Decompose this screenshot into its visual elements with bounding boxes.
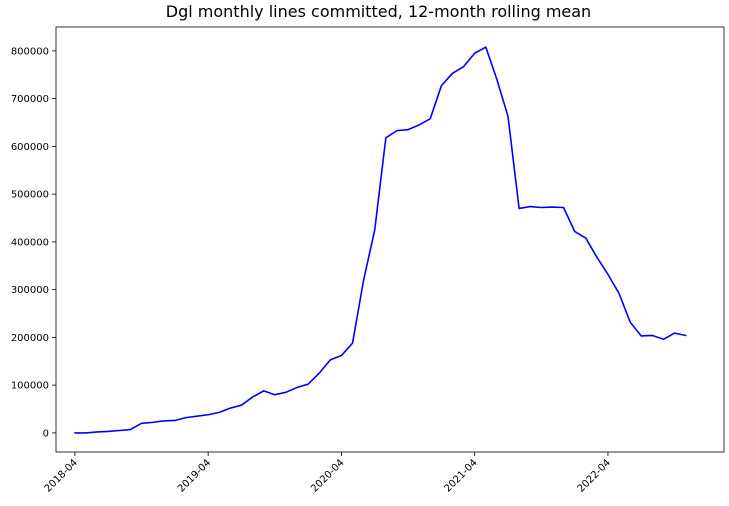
data-point	[474, 52, 476, 54]
data-point	[596, 256, 598, 258]
data-point	[396, 130, 398, 132]
data-point	[629, 321, 631, 323]
data-point	[163, 420, 165, 422]
data-point	[185, 417, 187, 419]
data-point	[485, 46, 487, 48]
chart-title: Dgl monthly lines committed, 12-month ro…	[166, 2, 591, 21]
data-point	[229, 407, 231, 409]
x-tick-label: 2019-04	[176, 457, 213, 494]
data-point	[374, 229, 376, 231]
data-point	[118, 430, 120, 432]
data-point	[463, 66, 465, 68]
data-point	[96, 431, 98, 433]
y-tick-label: 800000	[11, 46, 49, 57]
data-point	[329, 359, 331, 361]
x-tick-label: 2022-04	[576, 457, 613, 494]
data-point	[418, 124, 420, 126]
data-point	[552, 206, 554, 208]
data-point	[174, 420, 176, 422]
data-point	[640, 335, 642, 337]
data-point	[685, 335, 687, 337]
y-tick-label: 100000	[11, 381, 49, 392]
data-point	[429, 118, 431, 120]
data-point	[496, 79, 498, 81]
data-point	[618, 293, 620, 295]
data-point	[130, 429, 132, 431]
data-point	[529, 206, 531, 208]
data-point	[452, 72, 454, 74]
data-point	[674, 332, 676, 334]
data-point	[207, 414, 209, 416]
data-point	[518, 208, 520, 210]
x-tick-label: 2018-04	[43, 457, 80, 494]
data-point	[307, 383, 309, 385]
data-point	[363, 279, 365, 281]
x-axis: 2018-04 2019-04 2020-04 2021-04 2022-04	[43, 452, 613, 495]
y-tick-label: 0	[43, 428, 49, 439]
series-line	[74, 46, 687, 434]
data-point	[152, 421, 154, 423]
data-point	[440, 85, 442, 87]
data-point	[107, 431, 109, 433]
data-point	[252, 396, 254, 398]
data-point	[507, 115, 509, 117]
y-tick-label: 600000	[11, 142, 49, 153]
data-point	[285, 391, 287, 393]
data-point	[607, 273, 609, 275]
data-point	[263, 390, 265, 392]
x-tick-label: 2020-04	[309, 457, 346, 494]
data-point	[352, 342, 354, 344]
data-point	[218, 411, 220, 413]
data-point	[74, 432, 76, 434]
y-axis: 0 100000 200000 300000 400000 500000 600000 700…	[11, 46, 56, 439]
data-point	[563, 207, 565, 209]
y-tick-label: 700000	[11, 94, 49, 105]
data-point	[85, 432, 87, 434]
data-point	[651, 335, 653, 337]
y-tick-label: 300000	[11, 285, 49, 296]
y-tick-label: 400000	[11, 237, 49, 248]
data-point	[196, 415, 198, 417]
plot-area	[55, 26, 725, 453]
x-tick-label: 2021-04	[442, 457, 479, 494]
data-point	[407, 129, 409, 131]
data-point	[296, 387, 298, 389]
data-point	[540, 207, 542, 209]
data-point	[141, 422, 143, 424]
data-point	[341, 355, 343, 357]
data-point	[274, 394, 276, 396]
data-point	[241, 404, 243, 406]
data-point	[574, 230, 576, 232]
data-point	[385, 137, 387, 139]
data-point	[318, 372, 320, 374]
data-point	[663, 338, 665, 340]
y-tick-label: 200000	[11, 333, 49, 344]
series-layer	[74, 46, 687, 434]
data-point	[585, 237, 587, 239]
y-tick-label: 500000	[11, 190, 49, 201]
